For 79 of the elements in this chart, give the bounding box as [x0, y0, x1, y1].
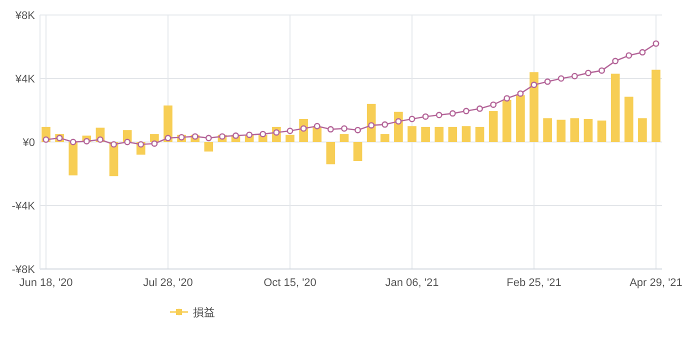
point	[571, 72, 578, 80]
point	[314, 122, 320, 130]
point	[138, 141, 144, 148]
x-tick-label: Jul 28, '20	[143, 277, 193, 289]
point	[368, 122, 375, 129]
point	[422, 113, 429, 120]
point	[327, 126, 334, 133]
bar	[570, 118, 580, 142]
bar	[421, 126, 430, 142]
point	[395, 118, 402, 125]
bar	[610, 74, 620, 142]
point	[544, 78, 551, 85]
point	[205, 134, 212, 142]
point	[476, 105, 484, 112]
point	[490, 101, 497, 108]
point	[354, 126, 362, 134]
bar	[204, 142, 214, 152]
x-tick-label: Jan 06, '21	[385, 277, 439, 289]
point	[70, 138, 76, 146]
point	[246, 132, 253, 138]
point	[124, 138, 131, 146]
bar	[462, 126, 471, 142]
bar	[502, 100, 512, 142]
bar	[530, 72, 538, 142]
bar	[312, 126, 322, 142]
bar	[638, 118, 647, 142]
point	[164, 134, 172, 142]
bar	[353, 142, 362, 162]
point	[504, 95, 510, 102]
point	[340, 125, 348, 132]
x-tick-label: Oct 15, '20	[264, 277, 316, 289]
y-tick-label: ¥8K	[14, 10, 36, 22]
point	[232, 132, 240, 139]
bar	[543, 118, 552, 142]
point	[436, 112, 442, 118]
y-tick-label: ¥0	[22, 137, 35, 149]
point	[286, 128, 294, 134]
y-tick-label: -¥8K	[12, 264, 36, 276]
point	[449, 110, 456, 117]
point	[151, 140, 158, 147]
bar	[448, 126, 458, 142]
point	[382, 121, 388, 128]
point	[83, 138, 90, 144]
bar	[286, 134, 294, 142]
point	[260, 130, 266, 138]
bar	[340, 134, 349, 142]
point	[639, 49, 646, 56]
bar	[516, 95, 525, 142]
point	[598, 67, 606, 74]
point	[612, 58, 619, 64]
point	[110, 141, 118, 148]
x-tick-label: Feb 25, '21	[506, 277, 562, 289]
point	[530, 82, 538, 88]
y-tick-label: ¥4K	[14, 74, 36, 86]
bar	[68, 142, 78, 176]
bar	[652, 70, 660, 142]
bar	[624, 96, 634, 142]
x-tick-label: Apr 29, '21	[630, 277, 682, 289]
point	[558, 75, 564, 82]
bar	[380, 134, 390, 142]
point	[517, 90, 524, 97]
bar	[408, 126, 416, 142]
point	[626, 52, 632, 59]
point	[652, 40, 660, 47]
bar	[597, 120, 606, 142]
bar	[475, 126, 484, 142]
point	[96, 136, 104, 143]
legend-label: 損益	[193, 307, 215, 319]
bar	[556, 120, 566, 142]
point	[42, 136, 50, 143]
point	[462, 108, 470, 114]
point	[408, 116, 416, 122]
y-tick-label: -¥4K	[12, 200, 36, 212]
bar	[488, 111, 498, 142]
bar	[434, 126, 444, 142]
bar	[326, 142, 336, 164]
bar	[584, 118, 593, 142]
x-tick-label: Jun 18, '20	[19, 277, 73, 289]
point	[584, 70, 592, 76]
